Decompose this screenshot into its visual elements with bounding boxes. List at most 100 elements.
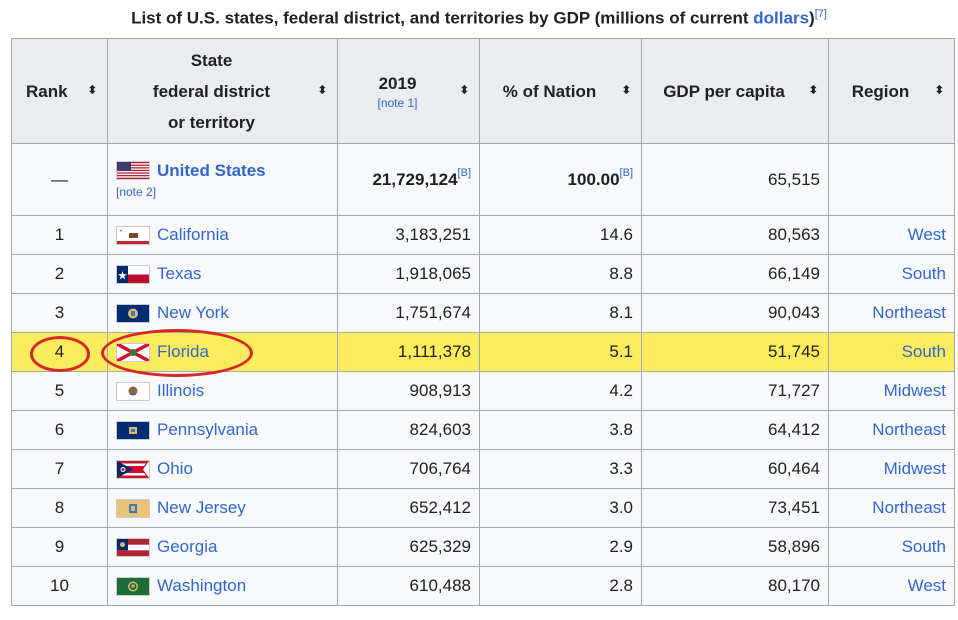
- dollars-link[interactable]: dollars: [753, 8, 810, 28]
- gdp-cell: 1,111,378: [337, 332, 480, 372]
- us-flag-icon: [116, 161, 150, 180]
- header-state[interactable]: State federal district or territory ⬍: [107, 38, 338, 144]
- state-cell: Ohio: [107, 449, 338, 489]
- region-link[interactable]: Midwest: [828, 449, 955, 489]
- illinois-flag-icon: [116, 381, 150, 401]
- region-cell: [828, 143, 955, 216]
- sort-icon[interactable]: ⬍: [87, 84, 97, 97]
- state-cell: Illinois: [107, 371, 338, 411]
- state-link[interactable]: Pennsylvania: [157, 420, 259, 439]
- gdp-cell: 652,412: [337, 488, 480, 528]
- texas-flag-icon: [116, 264, 150, 284]
- gdp-cell: 610,488: [337, 566, 480, 606]
- region-link[interactable]: Northeast: [828, 293, 955, 333]
- rank-cell: 3: [11, 293, 108, 333]
- note-1-link[interactable]: [note 1]: [377, 96, 418, 110]
- sort-icon[interactable]: ⬍: [621, 84, 631, 97]
- rank-cell: 2: [11, 254, 108, 294]
- percent-cell: 8.8: [479, 254, 642, 294]
- header-2019[interactable]: 2019 [note 1] ⬍: [337, 38, 480, 144]
- table-row: 5 Illinois 908,913 4.2 71,727 Midwest: [11, 371, 955, 411]
- percent-cell: 100.00[B]: [479, 143, 642, 216]
- per-capita-cell: 51,745: [641, 332, 829, 372]
- caption-reference[interactable]: [7]: [814, 8, 827, 20]
- percent-cell: 5.1: [479, 332, 642, 372]
- table-row: 10 Washington 610,488 2.8 80,170 West: [11, 566, 955, 606]
- state-link[interactable]: Florida: [157, 342, 209, 361]
- per-capita-cell: 65,515: [641, 143, 829, 216]
- table-row: 1 California 3,183,251 14.6 80,563 West: [11, 215, 955, 255]
- percent-cell: 8.1: [479, 293, 642, 333]
- state-link[interactable]: Illinois: [157, 381, 205, 400]
- region-link[interactable]: West: [828, 566, 955, 606]
- gdp-cell: 21,729,124[B]: [337, 143, 480, 216]
- gdp-cell: 1,751,674: [337, 293, 480, 333]
- state-link[interactable]: Ohio: [157, 459, 193, 478]
- table-row: 6 Pennsylvania 824,603 3.8 64,412 Northeast: [11, 410, 955, 450]
- state-link[interactable]: Georgia: [157, 537, 218, 556]
- region-link[interactable]: Northeast: [828, 488, 955, 528]
- state-link[interactable]: Washington: [157, 576, 247, 595]
- washington-flag-icon: [116, 576, 150, 596]
- percent-cell: 2.8: [479, 566, 642, 606]
- per-capita-cell: 71,727: [641, 371, 829, 411]
- state-cell: Washington: [107, 566, 338, 606]
- state-link[interactable]: New York: [157, 303, 229, 322]
- header-rank[interactable]: Rank ⬍: [11, 38, 108, 144]
- reference-b-link[interactable]: [B]: [457, 166, 471, 179]
- rank-cell: 8: [11, 488, 108, 528]
- sort-icon[interactable]: ⬍: [459, 84, 469, 97]
- state-cell: United States [note 2]: [107, 143, 338, 216]
- region-link[interactable]: West: [828, 215, 955, 255]
- rank-cell: —: [11, 143, 108, 216]
- table-row: 9 Georgia 625,329 2.9 58,896 South: [11, 527, 955, 567]
- per-capita-cell: 80,170: [641, 566, 829, 606]
- caption-prefix: List of U.S. states, federal district, a…: [131, 8, 754, 28]
- state-link[interactable]: California: [157, 225, 229, 244]
- note-2-link[interactable]: [note 2]: [116, 184, 157, 199]
- per-capita-cell: 60,464: [641, 449, 829, 489]
- table-row: 7 Ohio 706,764 3.3 60,464 Midwest: [11, 449, 955, 489]
- header-region[interactable]: Region ⬍: [828, 38, 955, 144]
- sort-icon[interactable]: ⬍: [934, 84, 944, 97]
- percent-cell: 14.6: [479, 215, 642, 255]
- percent-cell: 4.2: [479, 371, 642, 411]
- region-link[interactable]: South: [828, 254, 955, 294]
- new-jersey-flag-icon: [116, 498, 150, 518]
- rank-cell: 1: [11, 215, 108, 255]
- gdp-cell: 824,603: [337, 410, 480, 450]
- table-row: 4 Florida 1,111,378 5.1 51,745 South: [11, 332, 955, 372]
- state-link[interactable]: New Jersey: [157, 498, 246, 517]
- state-cell: Georgia: [107, 527, 338, 567]
- united-states-link[interactable]: United States: [157, 160, 266, 180]
- region-link[interactable]: Midwest: [828, 371, 955, 411]
- percent-cell: 3.0: [479, 488, 642, 528]
- gdp-cell: 3,183,251: [337, 215, 480, 255]
- florida-flag-icon: [116, 342, 150, 362]
- region-link[interactable]: South: [828, 527, 955, 567]
- ohio-flag-icon: [116, 459, 150, 479]
- per-capita-cell: 64,412: [641, 410, 829, 450]
- header-percent[interactable]: % of Nation ⬍: [479, 38, 642, 144]
- state-link[interactable]: Texas: [157, 264, 202, 283]
- gdp-cell: 1,918,065: [337, 254, 480, 294]
- reference-b-link[interactable]: [B]: [619, 166, 633, 179]
- pennsylvania-flag-icon: [116, 420, 150, 440]
- table-caption: List of U.S. states, federal district, a…: [0, 8, 958, 29]
- table-row-united-states: — United States [note 2] 21,729,124[B] 1…: [11, 143, 955, 216]
- sort-icon[interactable]: ⬍: [317, 84, 327, 97]
- state-cell: California: [107, 215, 338, 255]
- per-capita-cell: 58,896: [641, 527, 829, 567]
- header-per-capita[interactable]: GDP per capita ⬍: [641, 38, 829, 144]
- gdp-table: Rank ⬍ State federal district or territo…: [11, 38, 955, 606]
- region-link[interactable]: Northeast: [828, 410, 955, 450]
- caption-suffix: ): [809, 8, 815, 28]
- sort-icon[interactable]: ⬍: [808, 84, 818, 97]
- region-link[interactable]: South: [828, 332, 955, 372]
- california-flag-icon: [116, 225, 150, 245]
- gdp-cell: 908,913: [337, 371, 480, 411]
- state-cell: New Jersey: [107, 488, 338, 528]
- per-capita-cell: 66,149: [641, 254, 829, 294]
- state-cell: Florida: [107, 332, 338, 372]
- gdp-cell: 625,329: [337, 527, 480, 567]
